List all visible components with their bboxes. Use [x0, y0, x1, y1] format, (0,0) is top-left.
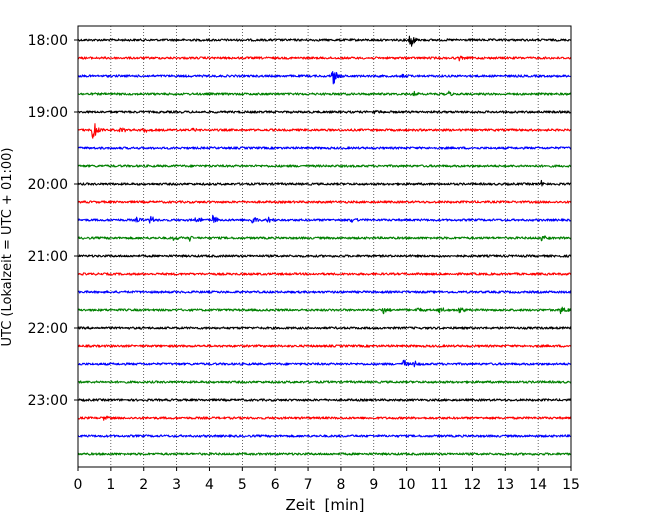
trace-2245 — [77, 380, 572, 384]
trace-1800 — [77, 35, 572, 47]
seismogram-traces — [77, 35, 572, 456]
trace-2015 — [77, 200, 572, 204]
trace-1930 — [77, 146, 572, 150]
trace-2230 — [77, 359, 572, 368]
y-axis-label: UTC (Lokalzeit = UTC + 01:00) — [0, 148, 15, 347]
trace-2215 — [77, 344, 572, 348]
trace-2345 — [77, 452, 572, 456]
x-tick-label: 10 — [398, 477, 416, 493]
x-tick-label: 0 — [74, 477, 83, 493]
trace-1815 — [77, 55, 572, 62]
trace-2300 — [77, 398, 572, 402]
x-tick-label: 5 — [238, 477, 247, 493]
x-tick-label: 4 — [205, 477, 214, 493]
y-tick-label: 20:00 — [28, 177, 68, 193]
x-tick-label: 12 — [463, 477, 481, 493]
x-tick-label: 8 — [336, 477, 345, 493]
trace-1915 — [77, 123, 572, 139]
trace-1845 — [77, 90, 572, 97]
plot-frame — [77, 25, 572, 468]
trace-1900 — [77, 109, 572, 115]
x-tick-label: 15 — [562, 477, 580, 493]
x-tick-label: 2 — [139, 477, 148, 493]
x-tick-label: 9 — [369, 477, 378, 493]
x-axis-label: Zeit [min] — [285, 496, 364, 514]
y-tick-label: 22:00 — [28, 321, 68, 337]
x-tick-label: 6 — [271, 477, 280, 493]
y-tick-label: 21:00 — [28, 249, 68, 265]
y-axis-ticks: 18:00 19:00 20:00 21:00 22:00 23:00 — [28, 33, 78, 409]
trace-1945 — [77, 164, 572, 168]
x-tick-label: 1 — [106, 477, 115, 493]
trace-1830 — [77, 71, 572, 85]
x-tick-label: 14 — [529, 477, 547, 493]
y-tick-label: 23:00 — [28, 393, 68, 409]
x-axis-ticks: 0 1 2 3 4 5 6 7 8 9 10 11 12 13 14 15 — [74, 467, 580, 493]
trace-2030 — [77, 214, 572, 224]
trace-2200 — [77, 326, 572, 330]
x-tick-label: 13 — [496, 477, 514, 493]
trace-2100 — [77, 254, 572, 258]
x-tick-label: 11 — [431, 477, 449, 493]
y-tick-label: 18:00 — [28, 33, 68, 49]
x-tick-label: 3 — [172, 477, 181, 493]
trace-2000 — [77, 179, 572, 187]
trace-2130 — [77, 290, 572, 294]
x-tick-label: 7 — [304, 477, 313, 493]
trace-2045 — [77, 235, 572, 242]
trace-2315 — [77, 415, 572, 421]
trace-2145 — [77, 306, 572, 315]
trace-2115 — [77, 272, 572, 276]
y-tick-label: 19:00 — [28, 105, 68, 121]
trace-2330 — [77, 434, 572, 438]
